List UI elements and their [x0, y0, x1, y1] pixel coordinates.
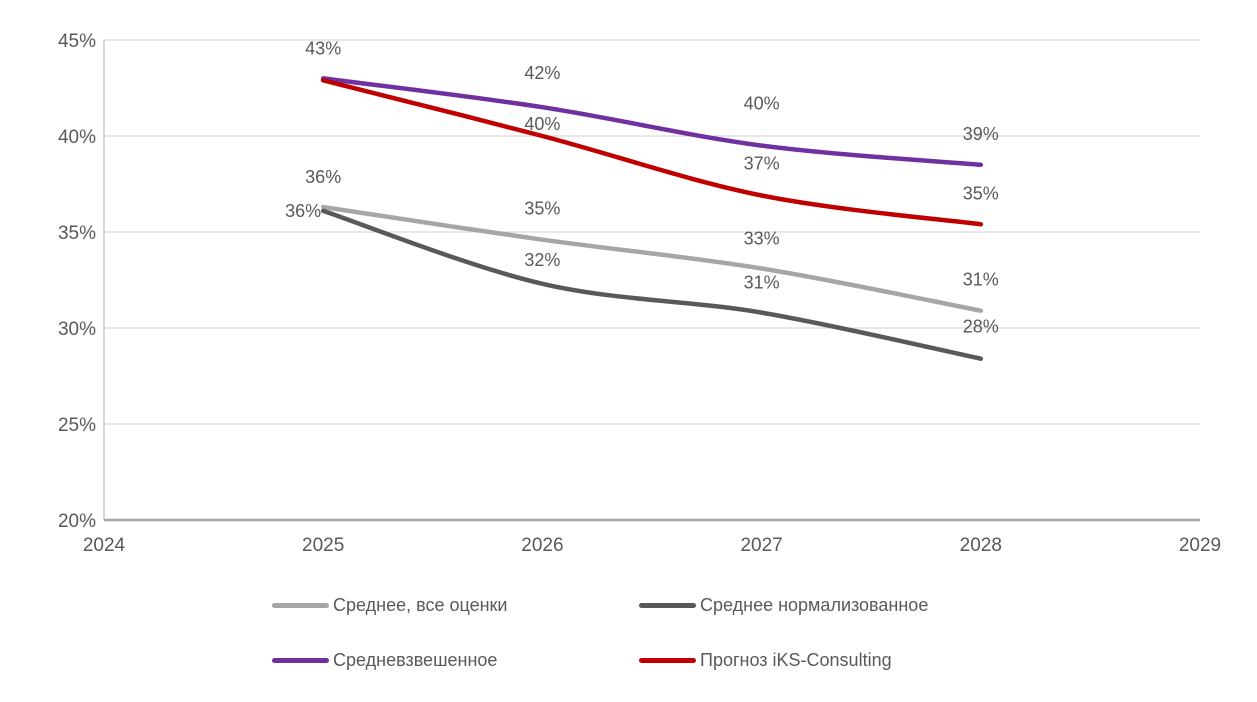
data-label: 35%	[524, 199, 560, 219]
y-axis-tick-label: 35%	[58, 223, 96, 244]
chart-legend: Среднее, все оценки Среднее нормализованн…	[272, 591, 928, 674]
x-axis-tick-label: 2024	[83, 535, 126, 556]
x-axis-tick-label: 2026	[521, 535, 563, 556]
x-axis-tick-label: 2027	[740, 535, 782, 556]
data-label: 42%	[524, 63, 560, 83]
data-label: 39%	[963, 124, 999, 144]
legend-swatch	[272, 602, 329, 608]
legend-item: Прогноз iKS-Consulting	[639, 646, 928, 674]
legend-label: Прогноз iKS-Consulting	[700, 649, 892, 670]
x-axis-tick-labels: 2024 2025 2026 2027 2028 2029	[83, 535, 1221, 556]
x-axis-tick-label: 2029	[1179, 535, 1221, 556]
legend-label: Среднее, все оценки	[333, 594, 508, 615]
data-label: 43%	[305, 38, 341, 58]
series-line-3	[320, 78, 984, 227]
y-axis-tick-label: 45%	[58, 31, 96, 52]
data-label: 28%	[963, 317, 999, 337]
data-labels: 36% 35% 33% 31% 36% 32% 31% 28% 43% 42% 40% 39% 40% 3…	[285, 38, 999, 336]
data-label: 31%	[744, 273, 780, 293]
series-line-1	[320, 208, 984, 361]
legend-item: Среднее нормализованное	[639, 591, 928, 619]
data-label: 37%	[744, 154, 780, 174]
data-label: 33%	[744, 228, 780, 248]
data-label: 32%	[524, 250, 560, 270]
data-label: 35%	[963, 183, 999, 203]
data-label: 36%	[285, 201, 321, 221]
y-axis-tick-label: 30%	[58, 319, 96, 340]
x-axis-tick-label: 2025	[302, 535, 344, 556]
legend-item: Средневзвешенное	[272, 646, 639, 674]
legend-label: Среднее нормализованное	[700, 594, 929, 615]
legend-swatch	[272, 657, 329, 663]
gridlines	[104, 39, 1200, 425]
y-axis-tick-label: 40%	[58, 127, 96, 148]
legend-swatch	[639, 602, 696, 608]
legend-label: Средневзвешенное	[333, 649, 498, 670]
axis-lines	[103, 40, 1200, 522]
y-axis-tick-label: 20%	[58, 511, 96, 532]
data-label: 36%	[305, 167, 341, 187]
series-line-0	[320, 204, 984, 313]
x-axis-tick-label: 2028	[960, 535, 1002, 556]
series-line-2	[320, 76, 984, 168]
y-axis-tick-labels: 45% 40% 35% 30% 25% 20%	[58, 31, 96, 532]
data-label: 31%	[963, 270, 999, 290]
y-axis-tick-label: 25%	[58, 415, 96, 436]
data-label: 40%	[524, 114, 560, 134]
data-label: 40%	[744, 94, 780, 114]
legend-item: Среднее, все оценки	[272, 591, 639, 619]
legend-swatch	[639, 657, 696, 663]
series-lines	[320, 76, 984, 361]
